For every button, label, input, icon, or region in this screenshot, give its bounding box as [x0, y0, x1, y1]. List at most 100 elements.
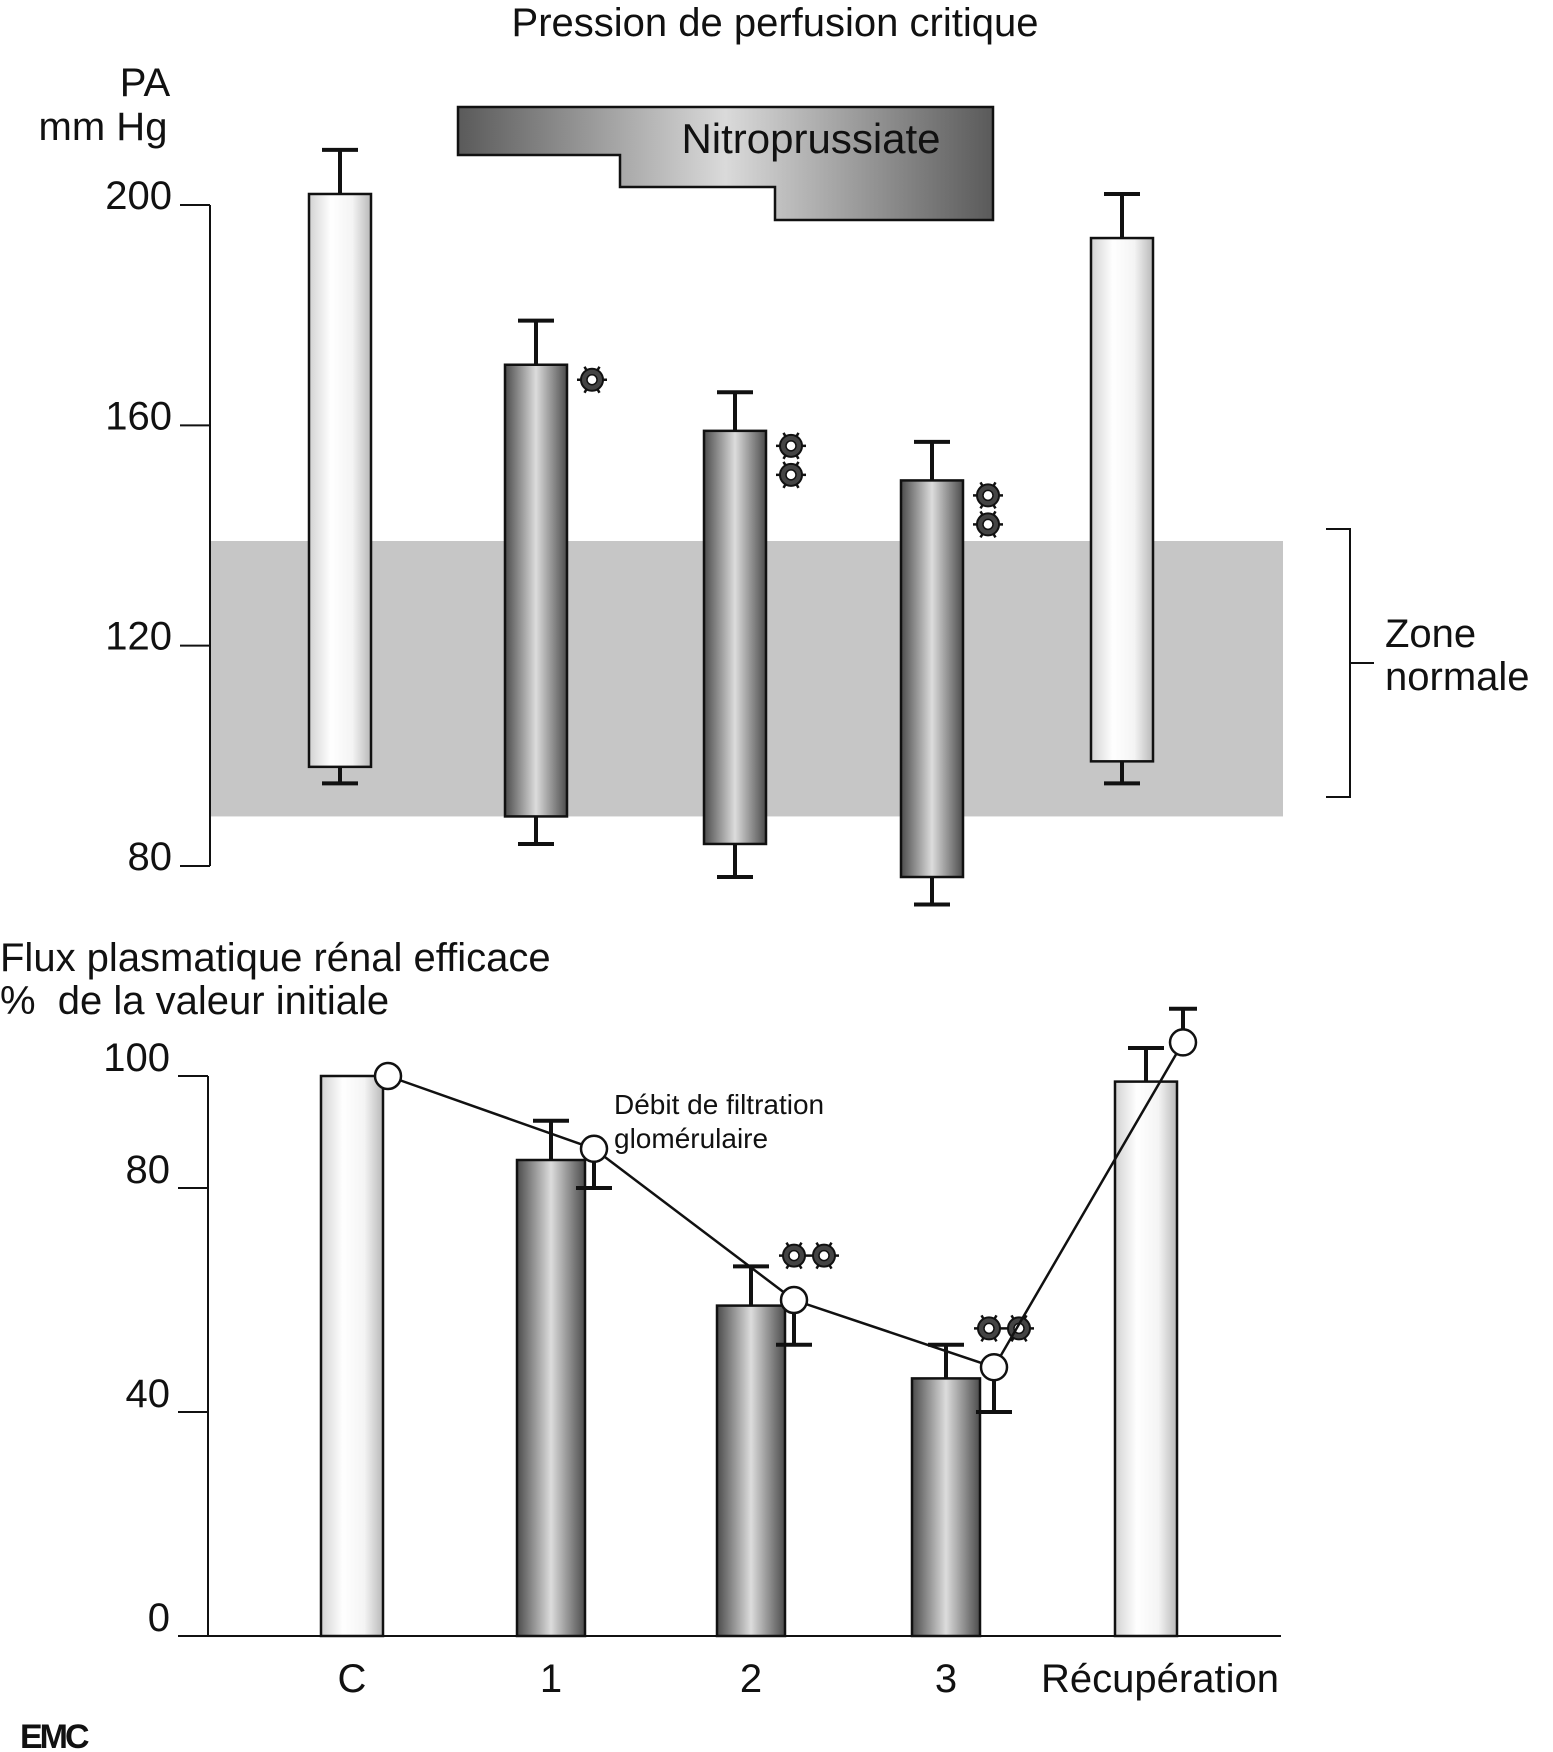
significance-asterisk-icon-inner: [586, 373, 598, 386]
significance-asterisk-icon-spike: [596, 388, 601, 394]
nitroprussiate-band: [456, 105, 995, 222]
bottom-bar-Récupération: [1113, 1046, 1179, 1638]
chart-bottom: Flux plasmatique rénal efficace % de la …: [0, 936, 1281, 1701]
chart-top-ylabel-line2: mm Hg: [39, 105, 168, 149]
significance-asterisk-icon-spike: [815, 1241, 820, 1247]
x-tick-label: Récupération: [1041, 1657, 1279, 1701]
significance-asterisk-icon-spike: [1023, 1337, 1028, 1343]
emc-logo: EMC: [20, 1718, 89, 1752]
significance-asterisk-icon-spike: [979, 504, 984, 510]
top-bar-error-high: [322, 147, 358, 194]
bottom-bar-rect: [910, 1377, 982, 1638]
chart-bottom-title-line2: % de la valeur initiale: [0, 979, 389, 1023]
chart-top: Pression de perfusion critique PA mm Hg …: [39, 1, 1530, 907]
bottom-bar-1: [515, 1118, 587, 1638]
top-y-tick-label: 160: [105, 394, 172, 438]
normal-zone-label-line1: Zone: [1385, 612, 1476, 656]
top-bar-error-high: [717, 390, 753, 431]
significance-asterisk-icon-spike: [992, 533, 997, 539]
significance-asterisk-icon: [1004, 1314, 1034, 1343]
nitroprussiate-label: Nitroprussiate: [681, 115, 940, 162]
gfr-point: [579, 1134, 609, 1164]
significance-asterisk-icon-spike: [795, 454, 800, 460]
normal-zone-label-line2: normale: [1385, 655, 1530, 699]
significance-asterisk-icon-spike: [992, 481, 997, 487]
normal-zone-bracket: [1326, 528, 1374, 798]
top-y-tick-label: 200: [105, 174, 172, 218]
chart-top-title: Pression de perfusion critique: [512, 1, 1039, 45]
top-bar-2: [702, 390, 806, 880]
significance-asterisk-icon-spike: [979, 510, 984, 516]
top-y-tick-label: 80: [128, 835, 173, 879]
significance-asterisk-icon: [779, 1241, 809, 1270]
significance-asterisk-icon-spike: [993, 1337, 998, 1343]
significance-asterisk-icon-spike: [828, 1241, 833, 1247]
x-tick-label: 1: [540, 1657, 562, 1701]
top-bar-error-high: [1104, 191, 1140, 239]
significance-asterisk-icon-spike: [979, 481, 984, 487]
significance-asterisk-icon: [577, 366, 607, 394]
top-bar-rect: [503, 363, 569, 818]
chart-top-ylabel-line1: PA: [120, 61, 171, 105]
gfr-point: [1168, 1028, 1198, 1057]
gfr-point: [373, 1061, 403, 1091]
significance-asterisk-icon-spike: [1010, 1337, 1015, 1343]
top-bar-error-low: [1104, 761, 1140, 786]
significance-asterisk-icon-spike: [785, 1264, 790, 1270]
significance-asterisk-icon-spike: [980, 1314, 985, 1320]
top-bar-error-low: [717, 843, 753, 880]
significance-asterisk-icon-spike: [583, 388, 588, 394]
top-bar-error-low: [914, 877, 950, 907]
gfr-line-series: [373, 1006, 1198, 1414]
significance-asterisk-icon-spike: [795, 461, 800, 466]
x-tick-label: 2: [740, 1657, 762, 1701]
top-bar-error-low: [322, 766, 358, 786]
significance-asterisk-icon-inner: [785, 469, 797, 481]
bottom-bar-rect: [715, 1304, 787, 1638]
top-bar-error-high: [914, 439, 950, 481]
top-bar-Récupération: [1089, 191, 1155, 786]
top-bar-rect: [899, 479, 965, 879]
significance-asterisk-icon-spike: [782, 461, 787, 466]
significance-asterisk-icon-inner: [818, 1249, 830, 1262]
significance-asterisk-icon-spike: [992, 504, 997, 510]
top-bar-error-high: [518, 318, 554, 365]
significance-asterisk-icon: [809, 1241, 839, 1270]
significance-asterisk-icon-spike: [1010, 1314, 1015, 1320]
x-tick-label: C: [338, 1657, 367, 1701]
top-bars: [307, 147, 1155, 907]
top-bar-rect: [702, 429, 768, 846]
significance-asterisk-icon-spike: [980, 1337, 985, 1343]
significance-asterisk-icon-spike: [596, 366, 601, 371]
top-y-axis: 80 120 160 200: [105, 174, 211, 879]
bottom-bars: [319, 1046, 1179, 1638]
significance-asterisk-icon: [974, 1314, 1004, 1343]
bottom-bar-3: [910, 1314, 1034, 1638]
bottom-bar-2: [715, 1241, 839, 1638]
significance-asterisk-icon-spike: [992, 510, 997, 516]
top-bar-error-low: [518, 816, 554, 846]
significance-asterisk-icon-spike: [993, 1314, 998, 1320]
significance-asterisk-icon-spike: [828, 1264, 833, 1270]
bottom-bar-error-high: [733, 1264, 769, 1306]
significance-asterisk-icon-spike: [798, 1264, 803, 1270]
bottom-bar-rect: [515, 1158, 587, 1638]
bottom-y-tick-label: 40: [126, 1372, 171, 1416]
bottom-bar-error-high: [1128, 1046, 1164, 1082]
top-y-tick-label: 120: [105, 615, 172, 659]
significance-asterisk-icon: [776, 432, 806, 460]
bottom-y-tick-label: 80: [126, 1148, 171, 1192]
bottom-bar-rect: [1113, 1080, 1179, 1638]
significance-asterisk-icon-spike: [583, 366, 588, 371]
significance-asterisk-icon-inner: [788, 1249, 800, 1262]
significance-asterisk-icon-inner: [982, 489, 994, 502]
significance-asterisk-icon-inner: [983, 1322, 995, 1335]
significance-asterisk-icon-spike: [782, 454, 787, 460]
top-bar-rect: [1089, 236, 1155, 763]
significance-asterisk-icon-spike: [785, 1241, 790, 1247]
chart-bottom-title-line1: Flux plasmatique rénal efficace: [0, 936, 551, 980]
significance-asterisk-icon: [973, 510, 1003, 539]
top-bar-3: [899, 439, 1003, 907]
x-tick-label: 3: [935, 1657, 957, 1701]
